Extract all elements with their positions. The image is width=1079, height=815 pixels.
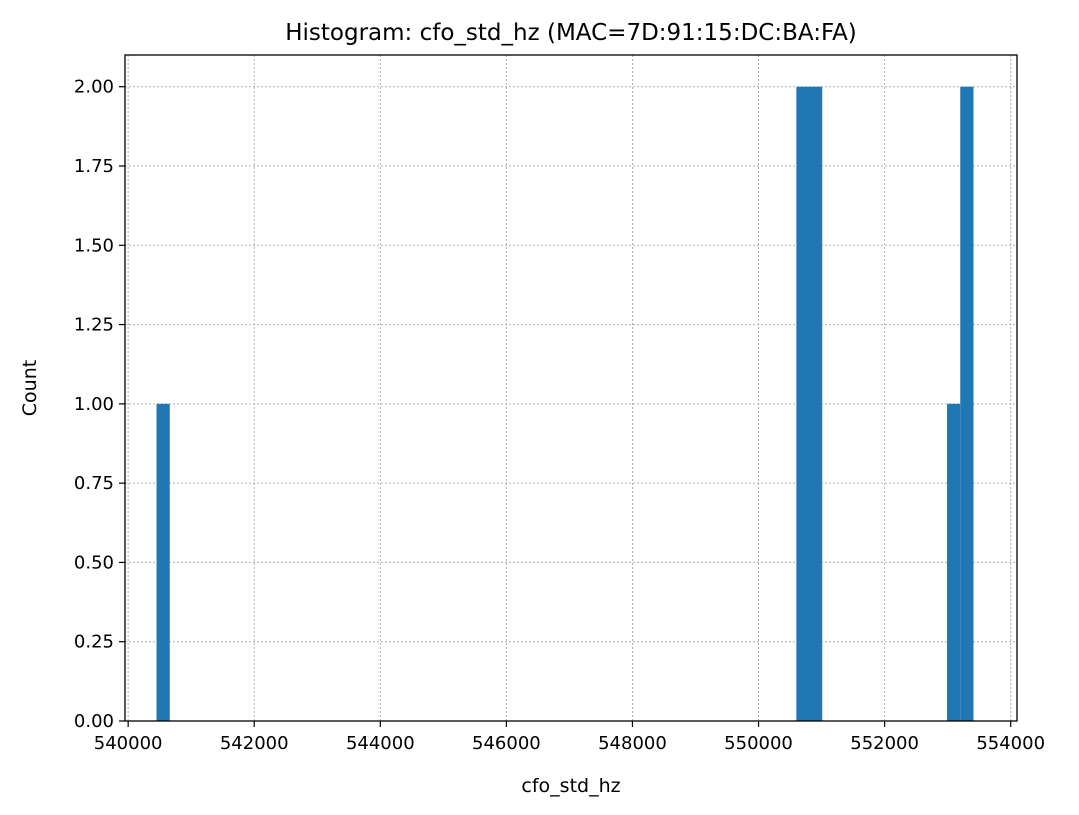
y-tick-label: 2.00 — [74, 77, 114, 98]
y-tick-label: 0.75 — [74, 473, 114, 494]
x-axis-ticks: 540000 542000 544000 546000 548000 550000 5520… — [94, 721, 1045, 754]
histogram-bars — [156, 86, 974, 721]
x-axis-label: cfo_std_hz — [521, 775, 620, 797]
y-axis-ticks: 0.00 0.25 0.50 0.75 1.00 1.25 1.50 1.75 2.00 — [74, 77, 125, 732]
x-tick-label: 550000 — [724, 733, 793, 754]
histogram-bar — [947, 403, 961, 721]
y-axis-label: Count — [19, 360, 41, 416]
chart-title: Histogram: cfo_std_hz (MAC=7D:91:15:DC:B… — [285, 20, 857, 46]
y-tick-label: 0.00 — [74, 711, 114, 732]
y-tick-label: 1.50 — [74, 235, 114, 256]
histogram-bar — [960, 86, 974, 721]
x-tick-label: 552000 — [850, 733, 919, 754]
y-tick-label: 0.50 — [74, 552, 114, 573]
x-tick-label: 544000 — [346, 733, 415, 754]
plot-frame — [124, 54, 1018, 722]
x-tick-label: 540000 — [94, 733, 163, 754]
x-tick-label: 548000 — [598, 733, 667, 754]
grid-lines — [125, 55, 1017, 722]
histogram-bar — [796, 86, 809, 721]
histogram-bar — [808, 86, 823, 721]
y-tick-label: 1.00 — [74, 394, 114, 415]
x-tick-label: 546000 — [472, 733, 541, 754]
histogram-bar — [156, 403, 170, 721]
y-tick-label: 0.25 — [74, 632, 114, 653]
y-tick-label: 1.25 — [74, 315, 114, 336]
x-tick-label: 554000 — [976, 733, 1045, 754]
x-tick-label: 542000 — [220, 733, 289, 754]
y-tick-label: 1.75 — [74, 156, 114, 177]
